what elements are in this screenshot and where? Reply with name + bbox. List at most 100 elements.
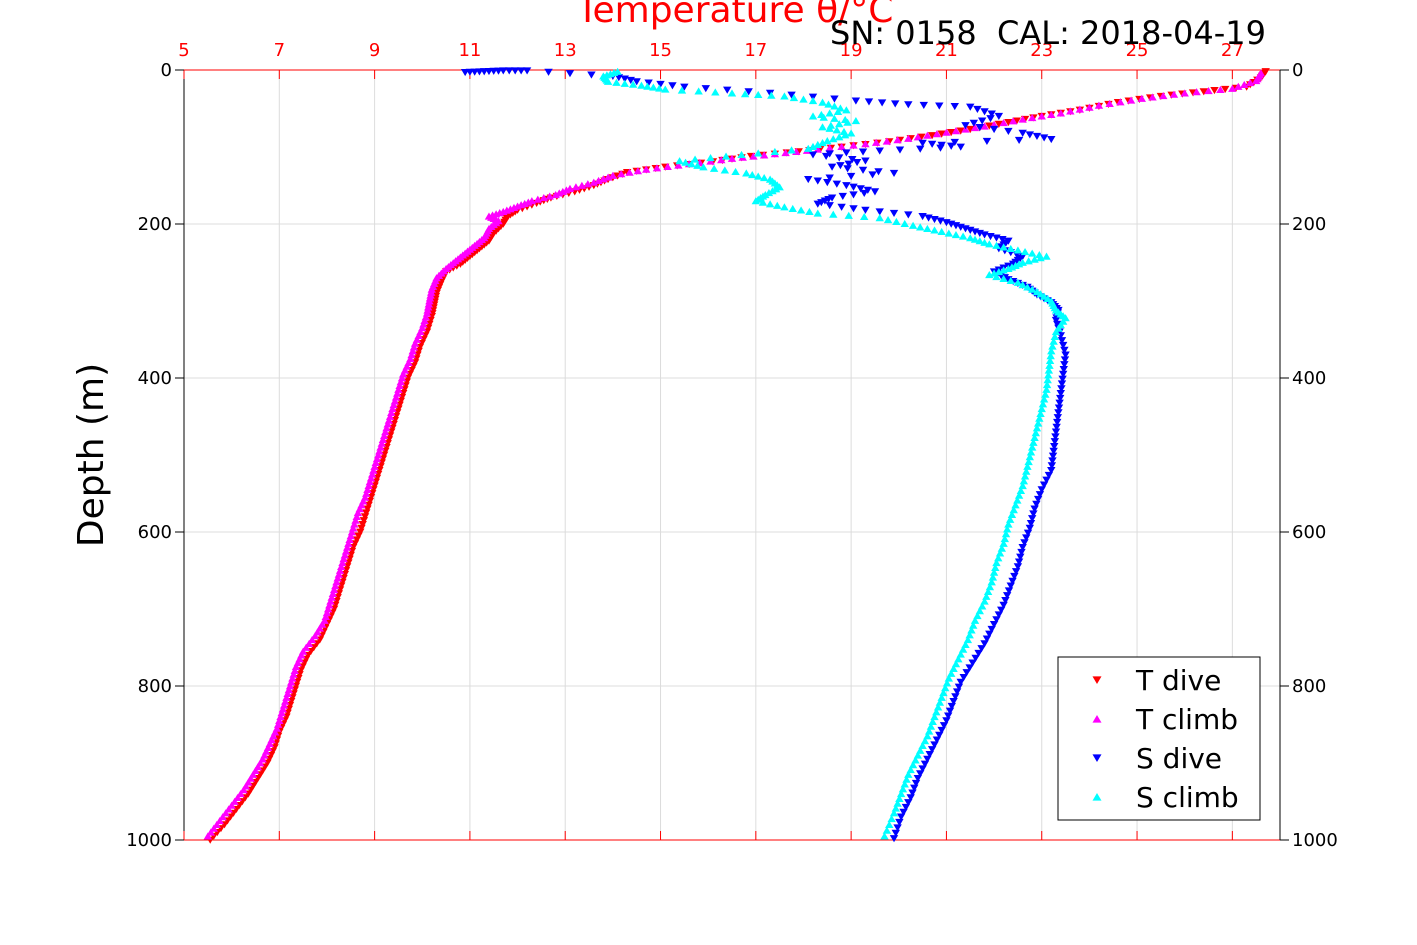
- data-point: [1038, 400, 1048, 408]
- data-point: [754, 172, 763, 180]
- data-point: [290, 666, 299, 674]
- legend-marker-s-dive: [1092, 754, 1102, 763]
- data-point: [1004, 127, 1013, 135]
- data-point: [1210, 87, 1219, 95]
- data-point: [1032, 424, 1042, 432]
- data-point: [1044, 371, 1053, 379]
- data-point: [917, 133, 926, 141]
- data-point: [1048, 457, 1057, 465]
- data-point: [992, 272, 1001, 281]
- data-point: [1240, 80, 1249, 88]
- data-point: [823, 137, 832, 145]
- data-point: [1028, 113, 1037, 122]
- data-point: [378, 435, 388, 443]
- data-point: [701, 85, 710, 93]
- y-tick-label-left: 600: [138, 522, 172, 543]
- data-point: [992, 559, 1001, 567]
- data-point: [825, 174, 834, 182]
- data-point: [1056, 390, 1065, 398]
- data-point: [1216, 85, 1225, 93]
- data-point: [323, 605, 333, 613]
- data-point: [901, 803, 911, 812]
- data-point: [326, 597, 335, 605]
- data-point: [833, 107, 843, 115]
- data-point: [617, 170, 626, 178]
- data-point: [846, 129, 856, 137]
- data-point: [633, 167, 643, 175]
- data-point: [649, 83, 658, 91]
- data-point: [937, 227, 946, 236]
- y-tick-label-right: 400: [1292, 368, 1326, 389]
- data-point: [827, 163, 837, 171]
- data-point: [1159, 92, 1168, 100]
- data-point: [358, 520, 367, 529]
- data-point: [1053, 320, 1062, 328]
- data-point: [944, 229, 954, 237]
- data-point: [1169, 90, 1179, 98]
- data-point: [1047, 135, 1056, 144]
- data-point: [1031, 429, 1040, 437]
- data-point: [345, 535, 354, 544]
- legend-marker-t-dive: [1092, 676, 1102, 685]
- data-point: [1251, 77, 1261, 85]
- data-point: [860, 189, 869, 197]
- data-point: [1022, 467, 1031, 475]
- data-point: [844, 211, 853, 219]
- data-point: [571, 183, 581, 191]
- data-point: [980, 640, 989, 648]
- data-point: [370, 462, 379, 470]
- data-point: [499, 67, 508, 75]
- data-point: [875, 208, 884, 216]
- data-point: [1028, 443, 1037, 451]
- data-point: [1035, 491, 1045, 499]
- data-point: [875, 214, 884, 222]
- data-point: [813, 200, 822, 208]
- data-point: [395, 381, 404, 390]
- data-point: [1016, 553, 1025, 561]
- data-point: [899, 808, 908, 816]
- data-point: [1030, 255, 1039, 263]
- data-point: [985, 240, 994, 248]
- data-point: [1004, 119, 1013, 127]
- data-point: [369, 466, 378, 474]
- y-tick-label-right: 200: [1292, 214, 1326, 235]
- y-tick-label-right: 0: [1292, 60, 1303, 81]
- data-point: [1148, 93, 1157, 101]
- series-s-climb: [599, 67, 1070, 840]
- data-point: [832, 126, 842, 134]
- data-point: [338, 559, 347, 567]
- data-point: [970, 235, 980, 243]
- data-point: [694, 87, 703, 95]
- data-point: [356, 528, 365, 536]
- data-point: [1228, 84, 1237, 92]
- data-point: [825, 202, 834, 210]
- data-point: [1058, 375, 1067, 383]
- data-point: [851, 97, 861, 105]
- x-tick-label: 13: [554, 40, 577, 61]
- data-point: [973, 105, 982, 114]
- data-point: [989, 621, 999, 629]
- data-point: [835, 133, 844, 141]
- data-point: [971, 654, 980, 662]
- data-point: [1018, 544, 1027, 552]
- data-point: [1006, 244, 1015, 252]
- x-tick-label: 11: [458, 40, 481, 61]
- data-point: [603, 173, 613, 181]
- data-point: [388, 405, 397, 413]
- data-point: [1022, 534, 1031, 542]
- data-point: [551, 190, 560, 199]
- data-point: [1066, 107, 1075, 115]
- data-point: [709, 164, 719, 172]
- data-point: [916, 770, 925, 778]
- data-point: [968, 659, 977, 667]
- data-point: [858, 148, 868, 156]
- data-point: [965, 664, 974, 672]
- data-point: [767, 91, 776, 99]
- data-point: [1060, 346, 1069, 354]
- data-point: [754, 149, 763, 157]
- data-point: [985, 271, 994, 279]
- data-point: [1002, 592, 1012, 600]
- data-point: [780, 203, 789, 211]
- data-point: [723, 86, 732, 94]
- data-point: [882, 137, 892, 145]
